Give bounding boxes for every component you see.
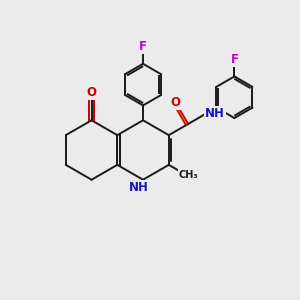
Text: CH₃: CH₃: [179, 169, 198, 179]
Text: NH: NH: [129, 181, 148, 194]
Text: O: O: [171, 96, 181, 109]
Text: O: O: [87, 86, 97, 99]
Text: F: F: [230, 53, 238, 66]
Text: F: F: [139, 40, 147, 53]
Text: NH: NH: [205, 107, 225, 120]
